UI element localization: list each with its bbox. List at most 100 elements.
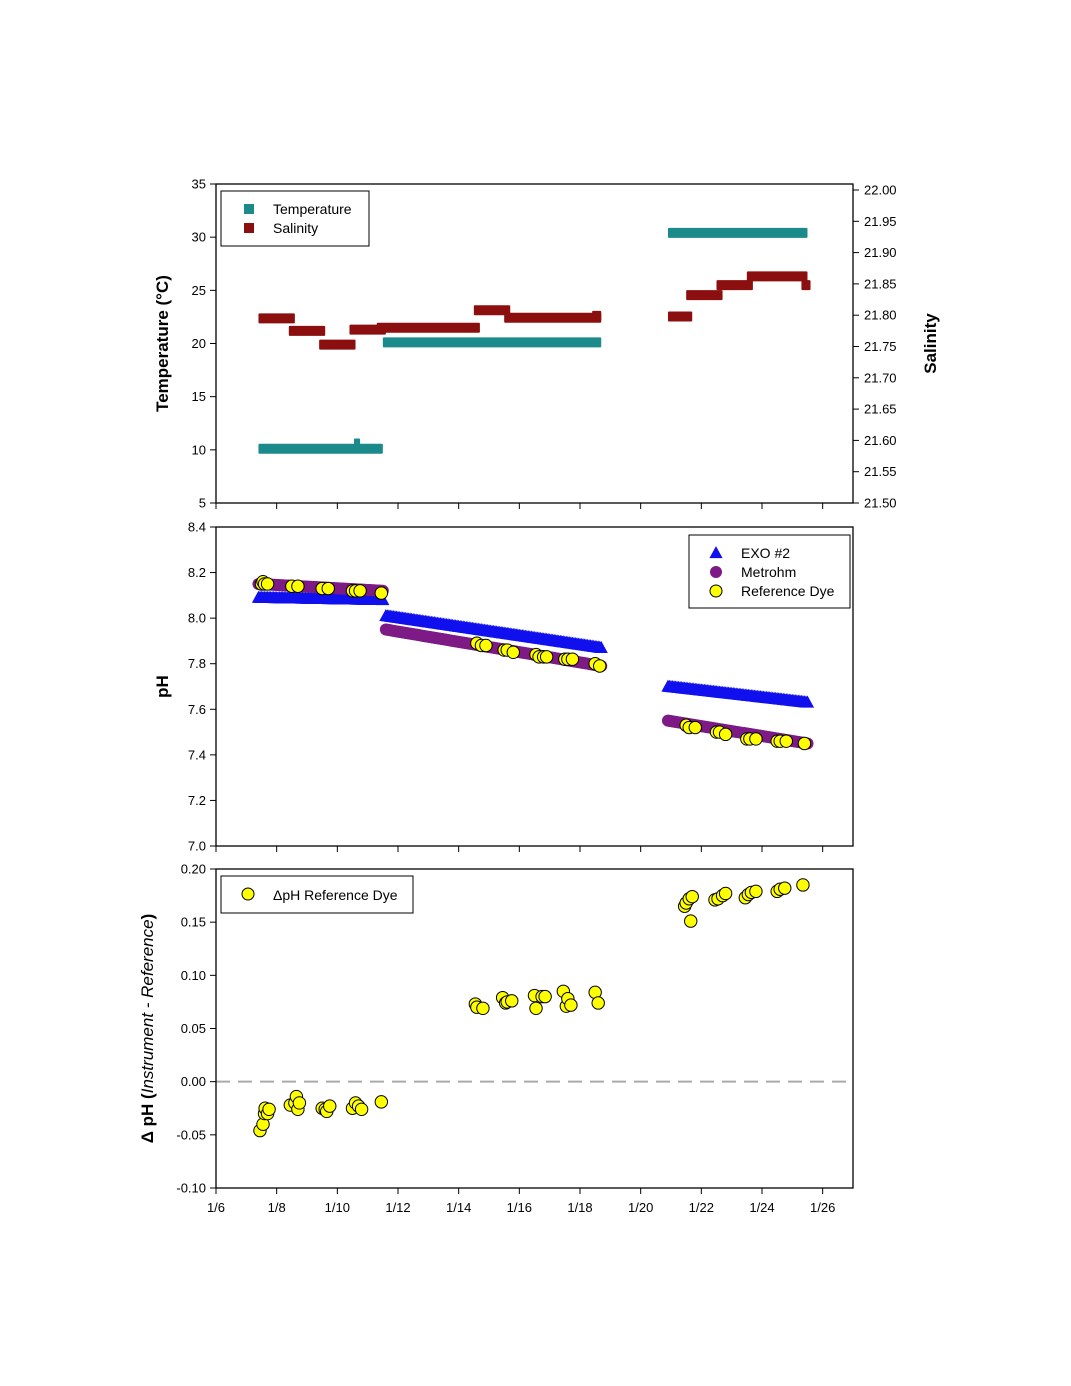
x-tick-label: 1/16	[507, 1200, 532, 1215]
data-point	[505, 994, 519, 1008]
legend: Temperature Salinity	[220, 190, 370, 247]
data-point	[374, 1095, 389, 1109]
x-tick-label: 1/18	[567, 1200, 592, 1215]
y2-axis-tick-label: 21.85	[864, 276, 897, 291]
data-point	[479, 638, 493, 653]
delta-ph-panel: 0.20 0.15 0.10 0.05 0.00 -0.05 -0.101/6 1/8 1/10…	[138, 862, 854, 1215]
y-axis-tick-label: 35	[192, 177, 206, 192]
salinity-segment	[686, 290, 723, 301]
salinity-segment	[716, 280, 753, 291]
data-point	[529, 1001, 543, 1015]
data-point	[591, 996, 605, 1010]
legend-label: Salinity	[273, 220, 318, 236]
data-point	[323, 1099, 337, 1113]
legend-box	[220, 875, 414, 914]
data-point	[538, 989, 552, 1004]
data-point	[779, 734, 793, 748]
plot-frame	[215, 526, 854, 847]
data-point	[353, 584, 367, 598]
x-tick-label: 1/6	[207, 1200, 225, 1215]
data-point	[688, 720, 702, 735]
legend-marker	[241, 887, 255, 901]
y2-axis-tick-label: 21.55	[864, 464, 897, 479]
data-point	[718, 727, 733, 742]
data-point	[594, 640, 608, 653]
x-tick-label: 1/14	[446, 1200, 471, 1215]
data-point	[593, 659, 607, 673]
salinity-segment	[801, 280, 811, 291]
salinity-segment	[319, 339, 356, 350]
y-axis-tick-label: -0.10	[176, 1181, 206, 1196]
data-point	[797, 736, 812, 751]
series-delta-ph	[253, 878, 810, 1138]
y-axis-tick-label: 8.2	[188, 565, 206, 580]
salinity-segment	[288, 325, 326, 336]
y-axis-tick-label: 7.2	[188, 793, 206, 808]
y-axis-tick-label: 7.8	[188, 656, 206, 671]
data-point	[506, 645, 520, 660]
legend: ΔpH Reference Dye	[220, 875, 414, 914]
y-axis-title: Δ pH (Instrument - Reference)	[138, 914, 157, 1144]
legend-marker	[709, 546, 723, 559]
y2-axis-tick-label: 21.60	[864, 433, 897, 448]
y-axis-tick-label: 10	[192, 442, 206, 457]
salinity-segment	[473, 305, 511, 316]
x-tick-label: 1/12	[385, 1200, 410, 1215]
series-reference-dye	[254, 574, 812, 751]
y-axis-tick-label: 7.6	[188, 702, 206, 717]
data-point	[778, 881, 792, 895]
y2-axis-tick-label: 21.70	[864, 370, 897, 385]
y-axis-tick-label: 8.4	[188, 520, 206, 535]
y2-axis-tick-label: 21.50	[864, 496, 897, 511]
data-point	[749, 732, 763, 746]
y-axis-tick-label: 0.05	[181, 1021, 206, 1036]
data-point	[321, 581, 335, 596]
salinity-segment	[667, 311, 693, 322]
y2-axis-tick-label: 21.95	[864, 214, 897, 229]
legend-label: Reference Dye	[741, 583, 835, 599]
y-axis-title: Temperature (°C)	[153, 275, 172, 412]
data-point	[291, 579, 305, 593]
data-point	[749, 884, 763, 899]
legend-marker	[710, 566, 722, 578]
temperature-segment	[382, 337, 602, 348]
y-axis-tick-label: 0.00	[181, 1074, 206, 1089]
data-point	[260, 577, 275, 591]
legend-marker	[244, 204, 254, 214]
y-axis-tick-label: 8.0	[188, 611, 206, 626]
salinity-segment	[376, 322, 480, 333]
salinity-segment	[746, 271, 808, 282]
salinity-segment	[258, 313, 295, 324]
y-axis-tick-label: 30	[192, 230, 206, 245]
series-salinity	[258, 271, 811, 350]
y-axis-title-part: Δ pH (	[138, 1093, 157, 1143]
x-tick-label: 1/24	[749, 1200, 774, 1215]
x-tick-label: 1/22	[689, 1200, 714, 1215]
y-axis-title-part: Instrument - Reference	[138, 919, 157, 1093]
series-exo-2	[251, 590, 815, 708]
data-point	[262, 1102, 276, 1117]
y2-axis-tick-label: 21.90	[864, 245, 897, 260]
data-point	[564, 998, 578, 1012]
data-point	[684, 914, 698, 928]
temperature-segment	[354, 438, 361, 449]
y-axis-tick-label: 7.4	[188, 747, 206, 762]
y-axis-title: pH	[153, 675, 172, 698]
data-point	[718, 886, 733, 901]
legend-label: Metrohm	[741, 564, 796, 580]
legend-marker	[244, 223, 254, 233]
y-axis-title-part: )	[138, 914, 157, 920]
y-axis-tick-label: 20	[192, 336, 206, 351]
data-point	[796, 878, 810, 892]
y-axis-tick-label: 25	[192, 283, 206, 298]
y2-axis-tick-label: 21.75	[864, 339, 897, 354]
temperature-segment	[667, 227, 808, 238]
y2-axis-title: Salinity	[921, 313, 940, 374]
y-axis-tick-label: 0.10	[181, 968, 206, 983]
data-point	[800, 695, 815, 708]
legend: EXO #2 Metrohm Reference Dye	[688, 534, 851, 609]
data-point	[354, 1102, 369, 1117]
temperature-salinity-panel: 35 30 25 20 15 10 5 22.00 21.95 21.90 21.85 21.80 21…	[153, 177, 940, 511]
y-axis-tick-label: 0.15	[181, 915, 206, 930]
